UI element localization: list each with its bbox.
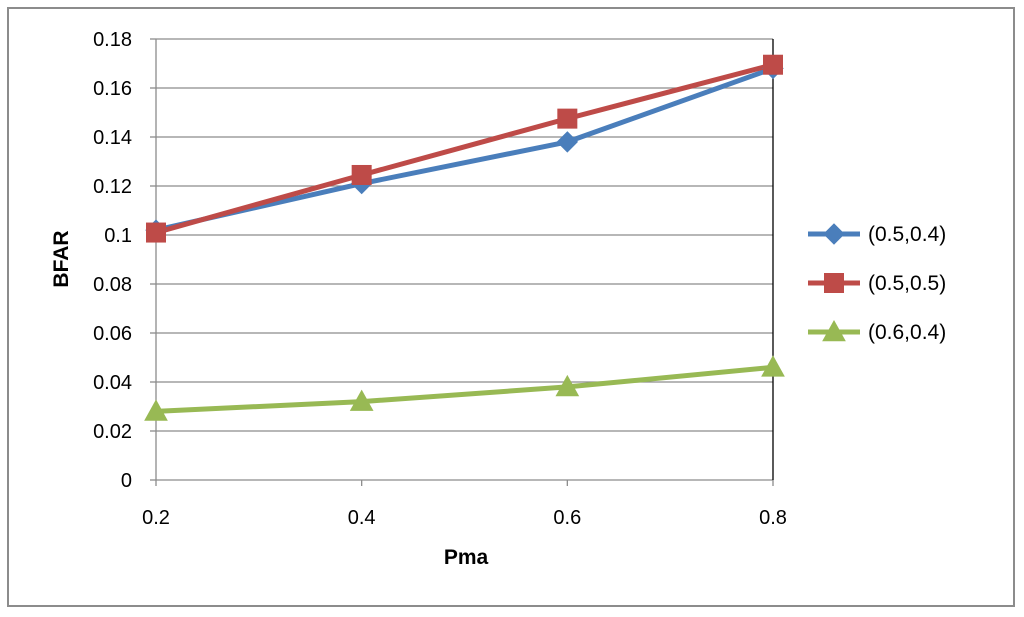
axes xyxy=(150,38,774,486)
data-point-s2-3 xyxy=(557,108,578,129)
x-tick-label: 0.6 xyxy=(553,507,581,529)
legend-marker-3 xyxy=(822,319,846,342)
data-point-s2-2 xyxy=(351,164,372,185)
series-line-1 xyxy=(155,66,774,233)
y-tick-label: 0.18 xyxy=(93,29,132,51)
y-tick-label: 0.08 xyxy=(93,274,132,296)
x-axis-title: Pma xyxy=(444,546,489,569)
data-point-s2-4 xyxy=(763,54,783,75)
y-tick-label: 0.06 xyxy=(93,323,132,345)
y-tick-label: 0.04 xyxy=(93,372,132,394)
y-axis-title: BFAR xyxy=(50,230,73,287)
legend-label-3: (0.6,0.4) xyxy=(868,321,946,344)
series-line-2 xyxy=(155,62,774,235)
y-tick-label: 0.12 xyxy=(93,176,132,198)
data-point-s3-3 xyxy=(555,374,580,397)
x-tick-label: 0.8 xyxy=(759,507,787,529)
data-point-s3-2 xyxy=(349,389,374,411)
y-tick-label: 0.1 xyxy=(104,225,132,247)
y-tick-label: 0.02 xyxy=(93,421,132,443)
chart-frame xyxy=(7,7,1015,607)
x-tick-labels: 0.2 0.4 0.6 0.8 xyxy=(142,507,787,529)
data-point-s1-3 xyxy=(556,131,579,153)
y-tick-label: 0.16 xyxy=(93,78,132,100)
data-point-s3-1 xyxy=(144,399,168,421)
series-lines xyxy=(155,62,774,414)
data-point-s3-4 xyxy=(761,355,785,377)
y-tick-label: 0 xyxy=(121,470,132,492)
y-tick-label: 0.14 xyxy=(93,127,132,149)
series-markers xyxy=(144,54,785,421)
legend-label-2: (0.5,0.5) xyxy=(868,272,946,295)
x-tick-label: 0.2 xyxy=(142,507,170,529)
legend-marker-1 xyxy=(823,223,845,245)
x-tick-label: 0.4 xyxy=(348,507,376,529)
y-tick-labels: 0 0.02 0.04 0.06 0.08 0.1 0.12 0.14 0.16 0.18 xyxy=(93,29,132,492)
legend-label-1: (0.5,0.4) xyxy=(868,223,946,246)
legend: (0.5,0.4) (0.5,0.5) (0.6,0.4) xyxy=(808,223,946,344)
series-line-3 xyxy=(155,364,774,414)
legend-marker-2 xyxy=(824,273,844,293)
data-point-s2-1 xyxy=(146,222,166,243)
gridlines xyxy=(156,38,773,432)
